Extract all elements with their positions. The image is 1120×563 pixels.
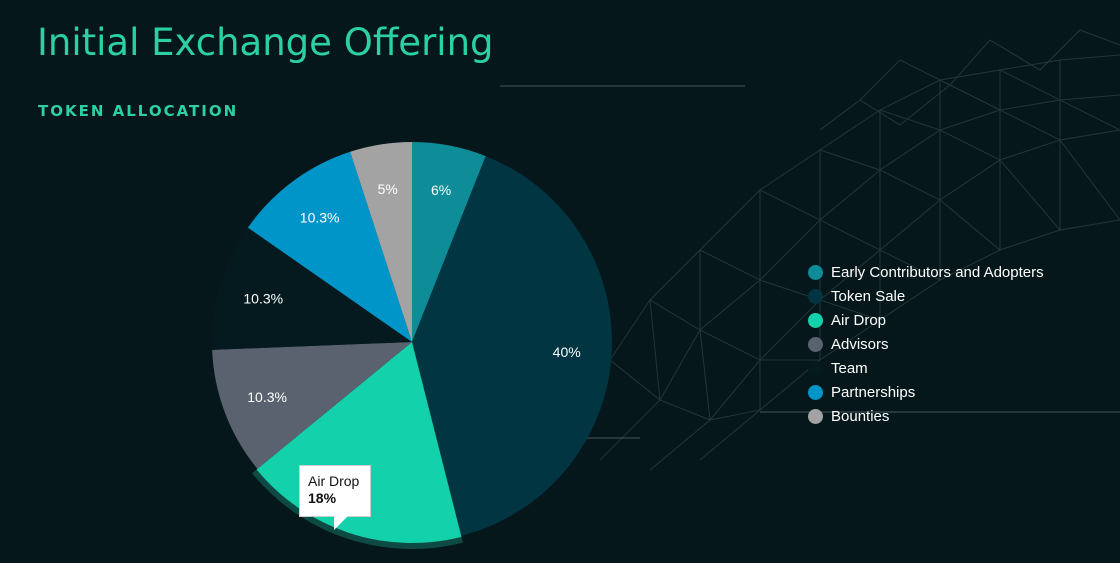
legend-item-token-sale[interactable]: Token Sale	[808, 284, 1044, 308]
legend-item-advisors[interactable]: Advisors	[808, 332, 1044, 356]
legend-swatch-icon	[808, 336, 823, 352]
legend-item-partnerships[interactable]: Partnerships	[808, 380, 1044, 404]
pie-slice-advisors[interactable]	[212, 342, 412, 469]
data-label-partnerships: 10.3%	[300, 210, 340, 226]
legend-swatch-icon	[808, 408, 823, 424]
legend-swatch-icon	[808, 384, 823, 400]
legend-label: Team	[831, 359, 868, 377]
legend-label: Bounties	[831, 407, 890, 425]
legend-swatch-icon	[808, 360, 823, 376]
legend-item-bounties[interactable]: Bounties	[808, 404, 1044, 428]
pie-slice-token-sale[interactable]	[412, 156, 612, 536]
tooltip-pointer	[334, 516, 348, 530]
section-subtitle: TOKEN ALLOCATION	[38, 102, 239, 120]
legend-swatch-icon	[808, 264, 823, 280]
legend-item-early-contributors-and-adopters[interactable]: Early Contributors and Adopters	[808, 260, 1044, 284]
data-label-advisors: 10.3%	[247, 389, 287, 405]
tooltip-value: 18%	[308, 490, 337, 506]
tooltip-series-name: Air Drop	[308, 473, 360, 489]
chart-tooltip: Air Drop 18%	[299, 465, 371, 517]
legend-label: Partnerships	[831, 383, 916, 401]
pie-slice-team[interactable]	[212, 227, 412, 350]
data-label-bounties: 5%	[378, 181, 398, 197]
legend-swatch-icon	[808, 312, 823, 328]
legend-label: Advisors	[831, 335, 889, 353]
legend-label: Air Drop	[831, 311, 887, 329]
page-title: Initial Exchange Offering	[37, 21, 494, 64]
pie-slice-bounties[interactable]	[350, 142, 412, 342]
legend-item-team[interactable]: Team	[808, 356, 1044, 380]
legend-label: Early Contributors and Adopters	[831, 263, 1044, 281]
pie-slice-partnerships[interactable]	[247, 151, 412, 342]
legend-label: Token Sale	[831, 287, 906, 305]
pie-slice-early-contributors-and-adopters[interactable]	[412, 142, 486, 342]
legend-swatch-icon	[808, 288, 823, 304]
data-label-token-sale: 40%	[553, 344, 581, 360]
data-label-early-contributors-and-adopters: 6%	[431, 182, 451, 198]
legend-item-air-drop[interactable]: Air Drop	[808, 308, 1044, 332]
data-label-team: 10.3%	[243, 290, 283, 306]
chart-legend: Early Contributors and Adopters Token Sal…	[808, 260, 1044, 428]
